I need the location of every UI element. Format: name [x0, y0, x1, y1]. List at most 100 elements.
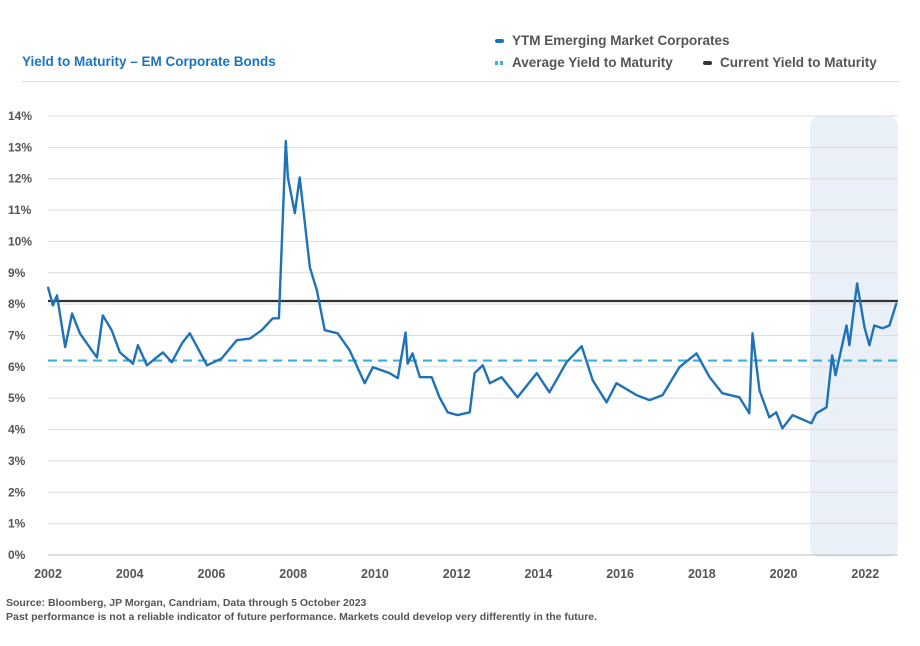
legend-label: YTM Emerging Market Corporates: [512, 33, 730, 48]
ytm-data-point: [171, 361, 173, 363]
ytm-data-point: [721, 392, 724, 394]
y-tick-label: 13%: [8, 140, 32, 154]
ytm-data-point: [397, 377, 399, 379]
y-tick-label: 14%: [8, 109, 32, 123]
ytm-data-point: [648, 399, 651, 401]
ytm-data-point: [430, 376, 433, 379]
ytm-data-point: [881, 327, 884, 330]
ytm-data-point: [548, 391, 551, 394]
ytm-data-point: [260, 329, 263, 331]
ytm-data-point: [456, 414, 459, 416]
legend-item-ytm: YTM Emerging Market Corporates: [495, 33, 730, 48]
x-tick-label: 2002: [34, 567, 62, 581]
ytm-data-point: [206, 364, 208, 367]
ytm-data-point: [831, 354, 834, 357]
x-tick-label: 2008: [279, 567, 307, 581]
y-tick-label: 3%: [8, 454, 26, 468]
x-tick-label: 2012: [443, 567, 471, 581]
ytm-data-point: [661, 394, 664, 396]
legend-item-average: Average Yield to Maturity: [495, 55, 673, 70]
ytm-data-point: [298, 176, 301, 179]
ytm-data-point: [810, 422, 813, 425]
ytm-data-point: [363, 382, 366, 384]
ytm-data-point: [775, 411, 778, 414]
ytm-data-point: [89, 347, 91, 349]
ytm-data-point: [695, 352, 698, 355]
y-tick-label: 1%: [8, 517, 26, 531]
ytm-data-point: [615, 382, 618, 384]
ytm-data-point: [895, 302, 898, 305]
ytm-data-point: [605, 401, 608, 404]
ytm-data-point: [748, 412, 751, 415]
ytm-data-point: [888, 324, 891, 327]
y-tick-label: 11%: [8, 203, 32, 217]
ytm-data-point: [873, 324, 876, 327]
y-tick-label: 0%: [8, 548, 26, 562]
ytm-data-point: [565, 361, 568, 363]
ytm-data-point: [132, 362, 134, 365]
ytm-data-point: [482, 364, 484, 367]
x-tick-label: 2014: [524, 567, 552, 581]
y-tick-label: 9%: [8, 266, 26, 280]
ytm-data-point: [580, 345, 583, 347]
ytm-data-point: [738, 396, 741, 399]
ytm-series-line: [46, 139, 898, 430]
ytm-data-point: [708, 376, 711, 379]
x-tick-label: 2018: [688, 567, 716, 581]
ytm-data-point: [316, 289, 318, 292]
y-tick-label: 12%: [8, 172, 32, 186]
ytm-data-point: [119, 351, 121, 354]
ytm-data-point: [419, 376, 421, 379]
ytm-data-point: [834, 374, 837, 377]
ytm-data-point: [79, 332, 81, 335]
ytm-data-point: [162, 351, 164, 354]
ytm-data-point: [285, 140, 287, 142]
y-tick-label: 2%: [8, 485, 26, 499]
ytm-data-point: [278, 317, 280, 320]
ytm-data-point: [271, 317, 274, 320]
ytm-data-point: [64, 346, 66, 348]
header-divider: [22, 81, 900, 82]
ytm-data-point: [446, 411, 449, 414]
ytm-data-point: [220, 357, 223, 360]
ytm-data-point: [856, 282, 858, 285]
ytm-data-point: [404, 331, 407, 334]
legend-label: Current Yield to Maturity: [720, 55, 877, 70]
ytm-data-point: [488, 382, 491, 384]
ytm-data-point: [791, 414, 794, 416]
ytm-data-point: [473, 372, 476, 374]
ytm-data-point: [189, 332, 191, 335]
chart-title: Yield to Maturity – EM Corporate Bonds: [22, 54, 276, 69]
legend-swatch-current: [703, 60, 712, 65]
ytm-data-point: [845, 324, 848, 327]
ytm-data-point: [406, 362, 409, 365]
legend-item-current: Current Yield to Maturity: [703, 55, 877, 70]
ytm-data-point: [181, 342, 183, 345]
ytm-data-point: [56, 294, 58, 297]
legend-swatch-average: [495, 60, 504, 65]
ytm-data-point: [768, 416, 771, 419]
shaded-region: [810, 116, 898, 557]
ytm-data-point: [848, 344, 851, 347]
ytm-data-point: [825, 406, 828, 409]
ytm-data-point: [758, 389, 761, 392]
ytm-data-point: [137, 344, 139, 347]
x-tick-label: 2006: [198, 567, 226, 581]
y-tick-label: 6%: [8, 360, 26, 374]
ytm-data-point: [110, 329, 113, 331]
x-tick-label: 2010: [361, 567, 389, 581]
x-tick-label: 2004: [116, 567, 144, 581]
ytm-data-point: [101, 314, 104, 317]
ytm-data-point: [815, 412, 818, 415]
ytm-data-point: [591, 379, 594, 382]
disclaimer-note: Past performance is not a reliable indic…: [6, 611, 598, 623]
y-tick-label: 10%: [8, 234, 32, 248]
ytm-data-point: [500, 376, 503, 379]
ytm-data-point: [535, 372, 538, 374]
ytm-data-point: [868, 344, 871, 347]
ytm-data-point: [388, 372, 391, 374]
legend-swatch-ytm: [495, 38, 504, 43]
x-tick-label: 2022: [851, 567, 879, 581]
